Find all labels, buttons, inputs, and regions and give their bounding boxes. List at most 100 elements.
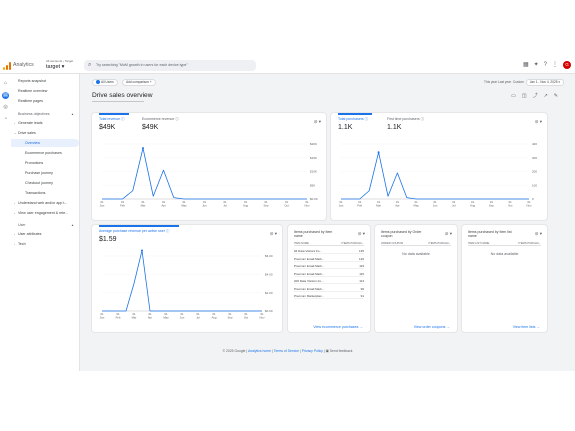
nav-realtime-pages[interactable]: Realtime pages xyxy=(18,99,43,103)
nav-overview[interactable]: Overview xyxy=(11,139,79,147)
table-header: ORDER COUPON ITEMS PURCHA... xyxy=(381,242,451,246)
x-tick-label: Jul xyxy=(452,204,456,208)
metric-total-revenue[interactable]: Total revenue ⓘ $49K xyxy=(99,113,129,131)
privacy-link[interactable]: Privacy Policy xyxy=(301,349,323,353)
customize-report-icon[interactable]: ▭ xyxy=(511,93,516,99)
series-line xyxy=(102,147,307,200)
insights-sparkle-icon[interactable]: ✦ xyxy=(533,62,539,68)
revenue-line-chart: $20K$15K$10K$5K$0.0001Jan01Feb01Mar01Apr… xyxy=(100,142,318,207)
table-row[interactable]: Premium Email Mark... 96 xyxy=(294,286,364,292)
nav-understand-traffic[interactable]: › Understand web and/or app t... xyxy=(11,199,79,207)
nav-tech[interactable]: › Tech xyxy=(11,240,79,248)
x-tick-label: 01 xyxy=(100,312,104,316)
x-tick-label: Nov xyxy=(260,316,266,320)
help-icon[interactable]: ? xyxy=(543,62,547,68)
chevron-right-icon: › xyxy=(14,242,15,246)
nav-section-business-objectives[interactable]: Business objectives ▲ xyxy=(11,110,79,118)
edit-icon[interactable]: ✎ xyxy=(553,93,558,99)
card-tools[interactable]: ⊘ ▾ xyxy=(444,231,452,236)
analytics-home-link[interactable]: Analytics home xyxy=(248,349,272,353)
card-tools[interactable]: ⊘ ▾ xyxy=(269,231,277,236)
y-tick-label: $0.00 xyxy=(310,197,318,201)
reports-icon[interactable]: ▤ xyxy=(2,92,9,99)
nav-realtime-overview[interactable]: Realtime overview xyxy=(18,89,48,93)
x-tick-label: 01 xyxy=(358,200,362,204)
view-order-coupons-link[interactable]: View order coupons → xyxy=(413,325,450,329)
data-point xyxy=(142,147,144,150)
table-row[interactable]: Premium Email Mark... 119 xyxy=(294,263,364,269)
nav-promotions[interactable]: Promotions xyxy=(25,161,44,165)
card-tools[interactable]: ⊘ ▾ xyxy=(534,231,542,236)
view-item-lists-link[interactable]: View item lists → xyxy=(512,325,540,329)
all-users-chip[interactable]: All Users xyxy=(92,79,118,86)
metric-ecommerce-revenue[interactable]: Ecommerce revenue ⓘ $49K xyxy=(142,117,179,131)
nav-user-engagement[interactable]: › View user engagement & rete... xyxy=(11,209,79,217)
metric-value: 1.1K xyxy=(338,124,353,131)
more-vert-icon[interactable]: ⋮ xyxy=(552,62,558,68)
col-header-items-purchased[interactable]: ITEMS PURCHA... xyxy=(428,242,451,245)
col-header-items-purchased[interactable]: ITEMS PURCHA... xyxy=(341,242,364,245)
card-tools[interactable]: ⊘ ▾ xyxy=(313,119,321,124)
card-tools[interactable]: ⊘ ▾ xyxy=(357,231,365,236)
x-tick-label: Oct xyxy=(508,204,513,208)
x-tick-label: 01 xyxy=(244,200,248,204)
metric-value: $1.59 xyxy=(99,236,117,243)
left-icon-rail: ⌂ ▤ ◎ ◔ xyxy=(0,74,11,371)
item-name-cell: Premium Email Mark... xyxy=(294,256,325,261)
items-purchased-cell: 96 xyxy=(360,286,364,291)
chevron-right-icon: › xyxy=(14,201,15,205)
nav-transactions[interactable]: Transactions xyxy=(25,191,46,195)
avatar[interactable]: G xyxy=(563,61,571,69)
col-header-items-purchased[interactable]: ITEMS PURCHA... xyxy=(518,242,541,245)
analytics-logo-icon[interactable] xyxy=(3,62,11,70)
terms-link[interactable]: Terms of Service xyxy=(273,349,299,353)
x-tick-label: May xyxy=(163,316,169,320)
x-tick-label: 01 xyxy=(212,312,216,316)
table-row[interactable]: Premium Marketplac... 91 xyxy=(294,293,364,299)
nav-drive-sales[interactable]: ⌄ Drive sales xyxy=(11,129,79,137)
apps-grid-icon[interactable]: ▦ xyxy=(522,62,529,68)
nav-user-attributes[interactable]: › User attributes xyxy=(11,230,79,238)
nav-purchase-journey[interactable]: Purchase journey xyxy=(25,171,53,175)
nav-ecommerce-purchases[interactable]: Ecommerce purchases xyxy=(25,151,62,155)
col-header-item-list-name[interactable]: ITEM LIST NAME xyxy=(468,242,490,245)
col-header-item-name[interactable]: ITEM NAME xyxy=(294,242,309,245)
nav-label: User attributes xyxy=(18,232,42,236)
send-feedback-link[interactable]: ▣ Send feedback xyxy=(325,349,353,353)
table-row[interactable]: Premium Email Mark... 126 xyxy=(294,256,364,262)
nav-generate-leads[interactable]: › Generate leads xyxy=(11,119,79,127)
view-ecommerce-purchases-link[interactable]: View ecommerce purchases → xyxy=(313,325,363,329)
property-selector[interactable]: target ▾ xyxy=(46,64,65,70)
page-title: Drive sales overview xyxy=(92,92,153,99)
top-bar-actions: ▦ ✦ ? ⋮ G xyxy=(523,59,571,71)
metric-first-time-purchasers[interactable]: First time purchasers ⓘ 1.1K xyxy=(387,117,424,131)
share-icon[interactable]: ⤴ xyxy=(532,93,538,99)
nav-checkout-journey[interactable]: Checkout journey xyxy=(25,181,53,185)
nav-reports-snapshot[interactable]: Reports snapshot xyxy=(18,79,47,83)
home-icon[interactable]: ⌂ xyxy=(3,80,8,86)
compare-icon[interactable]: ◫ xyxy=(521,93,527,99)
col-header-order-coupon[interactable]: ORDER COUPON xyxy=(381,242,404,245)
card-tools[interactable]: ⊘ ▾ xyxy=(534,119,542,124)
advertising-icon[interactable]: ◔ xyxy=(3,116,8,122)
insights-icon[interactable]: ↗ xyxy=(543,93,548,99)
nav-label: Generate leads xyxy=(18,121,43,125)
search-bar[interactable]: ⌕ Try searching "MoM growth in users for… xyxy=(84,60,256,71)
table-row[interactable]: Premium Email Mark... 115 xyxy=(294,271,364,277)
add-comparison-button[interactable]: Add comparison + xyxy=(122,79,156,86)
card-total-purchasers: Total purchasers ⓘ 1.1K First time purch… xyxy=(331,113,547,220)
explore-icon[interactable]: ◎ xyxy=(3,104,8,110)
table-row[interactable]: 200 Data Visitors Fo... 113 xyxy=(294,278,364,284)
date-range-picker[interactable]: This year Last year Custom Jan 1 - Nov 4… xyxy=(484,79,564,86)
metric-label: Total purchasers ⓘ xyxy=(338,117,369,121)
x-tick-label: Mar xyxy=(132,316,137,320)
x-tick-label: Jun xyxy=(433,204,438,208)
card-items-by-coupon: Items purchased by Order coupon ⊘ ▾ ORDE… xyxy=(375,225,457,332)
series-line xyxy=(102,250,262,312)
nav-section-user[interactable]: User ▲ xyxy=(11,221,79,229)
y-tick-label: $5K xyxy=(310,183,315,187)
table-row[interactable]: 94 Data Visitors Fo... 135 xyxy=(294,248,364,254)
account-breadcrumb[interactable]: All accounts › Target xyxy=(46,59,74,63)
metric-total-purchasers[interactable]: Total purchasers ⓘ 1.1K xyxy=(338,113,372,131)
metric-average-purchase-revenue[interactable]: Average purchase revenue per active user… xyxy=(99,225,179,243)
